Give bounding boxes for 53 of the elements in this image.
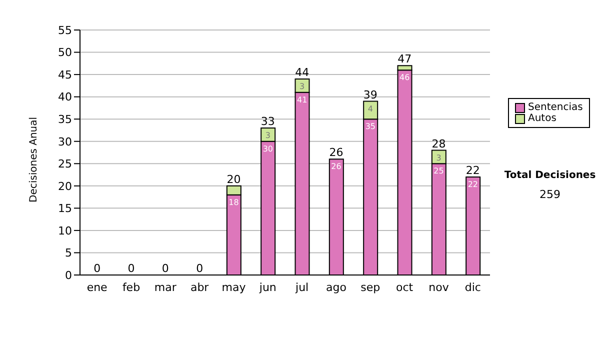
data-label: 25 (434, 166, 444, 176)
data-label: 35 (365, 122, 376, 132)
data-label: 3 (300, 82, 305, 91)
x-tick-label: oct (396, 280, 414, 294)
data-label: 41 (296, 95, 308, 104)
x-tick-label: feb (122, 280, 140, 294)
data-label: 18 (228, 198, 239, 207)
y-axis-title: Decisiones Anual (28, 116, 40, 202)
x-tick-label: abr (190, 280, 210, 294)
total-label: 39 (363, 88, 378, 102)
x-tick-label: may (222, 280, 246, 294)
total-label: 26 (329, 146, 344, 160)
y-tick-label: 45 (58, 68, 72, 82)
x-tick-label: ene (86, 280, 108, 294)
total-label: 0 (94, 262, 101, 275)
total-label: 0 (162, 262, 169, 275)
data-label: 4 (368, 104, 373, 114)
data-label: 3 (436, 153, 442, 162)
total-label: 33 (260, 115, 275, 128)
y-tick-label: 0 (65, 268, 72, 282)
x-tick-label: dic (464, 280, 481, 294)
data-label: 46 (399, 73, 410, 82)
x-tick-label: mar (154, 280, 177, 294)
data-label: 30 (262, 144, 274, 154)
y-tick-label: 20 (58, 180, 72, 193)
text: Total Decisiones (503, 170, 597, 181)
y-tick-label: 5 (65, 246, 72, 260)
legend-label: Autos (528, 113, 556, 124)
y-tick-label: 50 (58, 46, 72, 60)
data-label: 26 (331, 162, 342, 172)
x-tick-label: ago (326, 280, 347, 294)
text: 259 (538, 188, 562, 201)
total-label: 28 (432, 137, 446, 150)
y-tick-label: 40 (58, 90, 72, 104)
total-label: 44 (295, 66, 310, 79)
y-tick-label: 35 (58, 112, 72, 126)
x-tick-label: sep (360, 280, 380, 294)
total-label: 20 (226, 172, 241, 186)
x-tick-label: nov (428, 280, 450, 294)
x-tick-label: jun (258, 280, 276, 294)
y-tick-label: 55 (58, 24, 72, 37)
x-tick-label: jul (294, 280, 309, 294)
total-label: 22 (466, 164, 480, 177)
y-tick-label: 25 (58, 158, 72, 171)
y-tick-label: 10 (58, 224, 72, 238)
legend-label: Sentencias (528, 102, 583, 113)
total-label: 0 (196, 262, 204, 275)
data-label: 3 (265, 131, 270, 140)
y-tick-label: 30 (58, 135, 72, 148)
data-label: 22 (468, 180, 478, 189)
total-label: 0 (128, 262, 135, 275)
total-label: 47 (398, 52, 412, 66)
y-tick-label: 15 (58, 202, 72, 216)
